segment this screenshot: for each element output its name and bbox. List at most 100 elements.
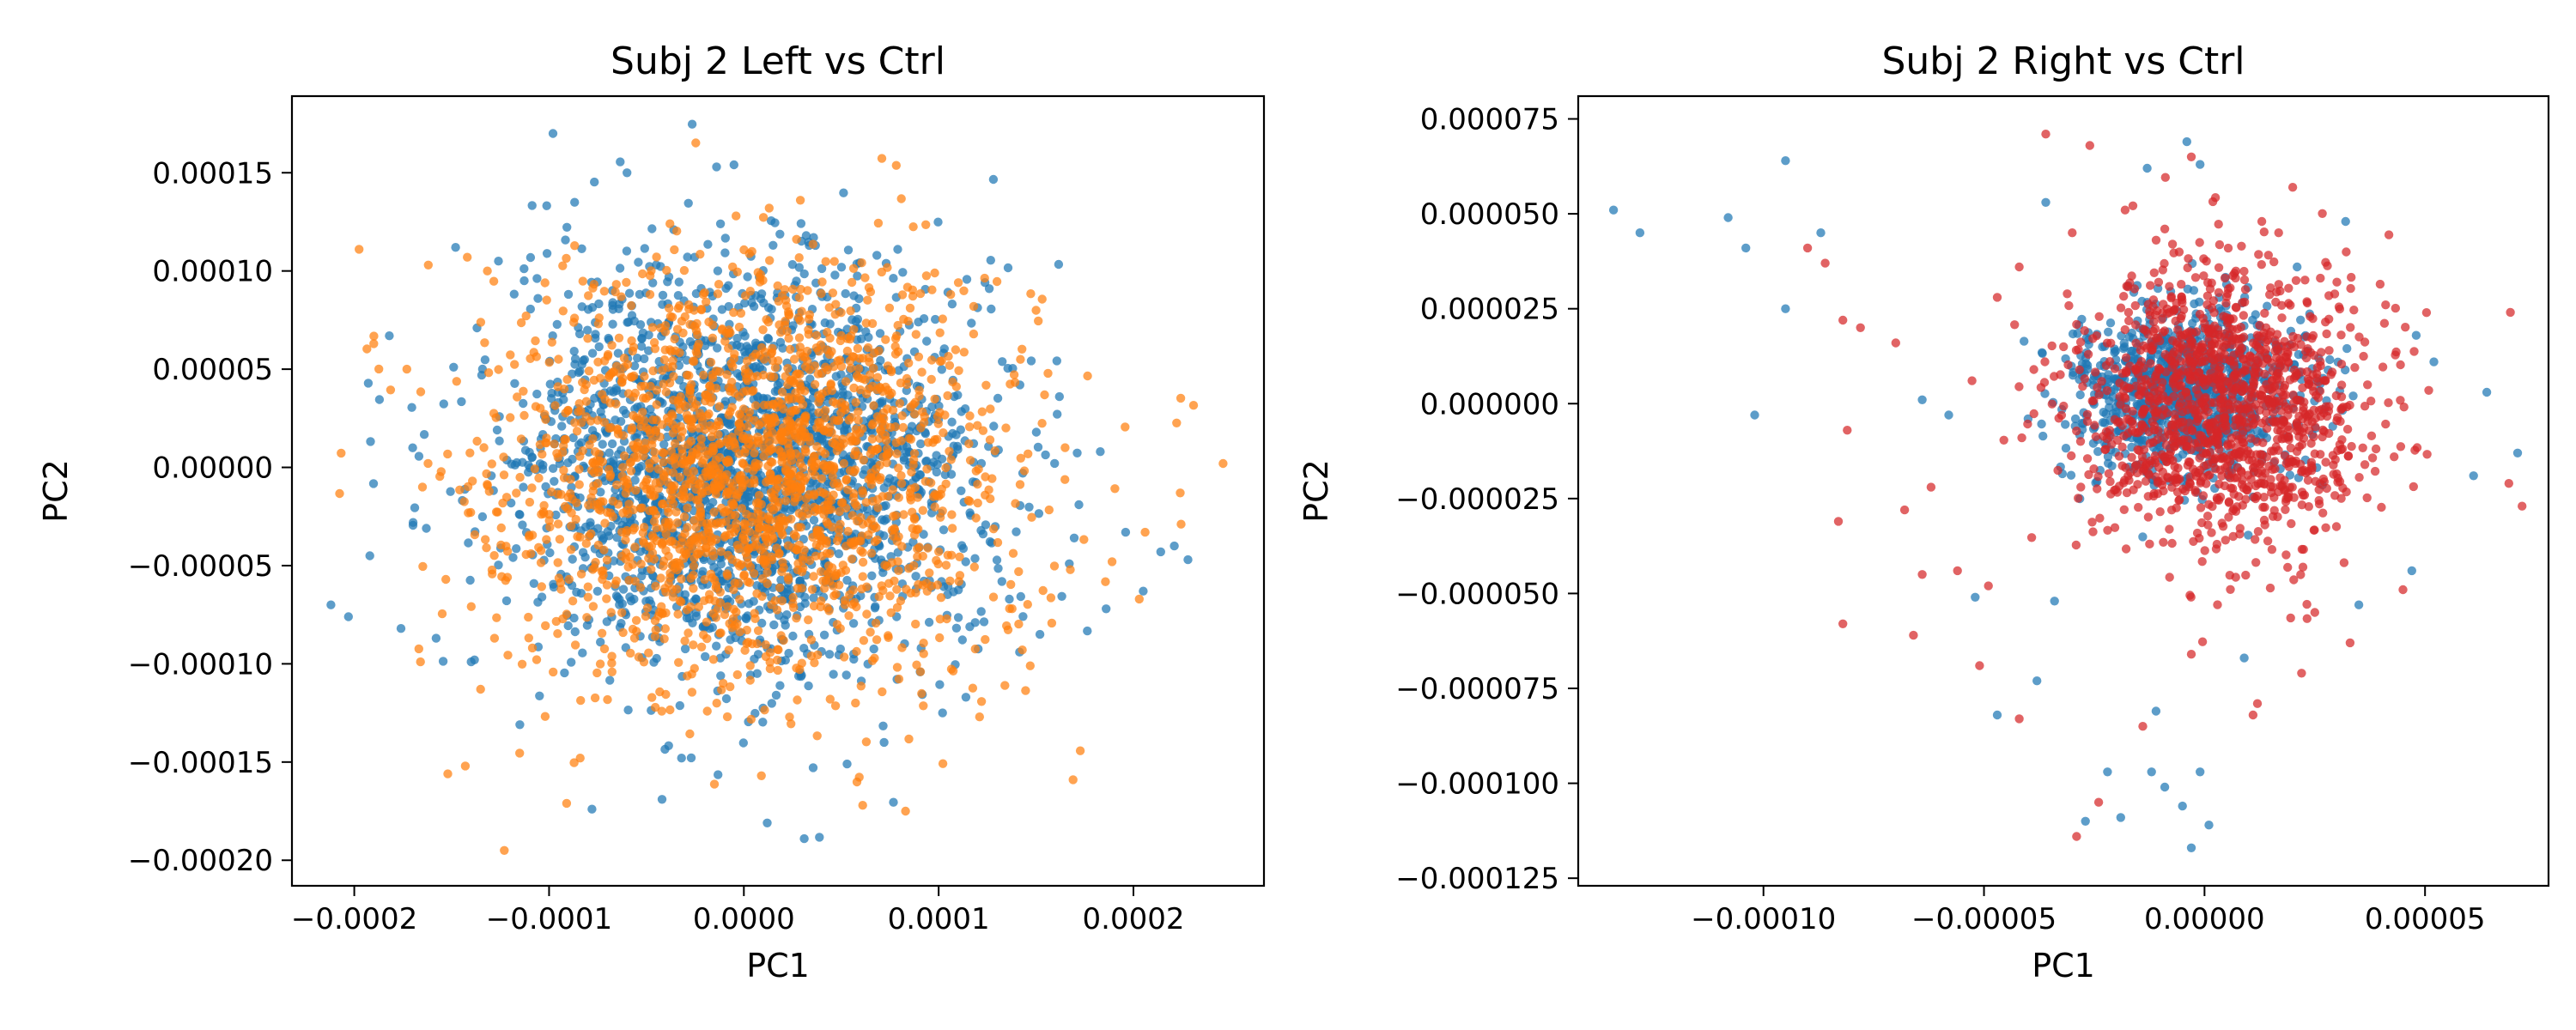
data-point — [509, 289, 519, 299]
data-point — [796, 284, 805, 294]
data-point — [1034, 316, 1043, 326]
data-point — [1031, 427, 1042, 437]
data-point — [570, 627, 580, 637]
data-point — [947, 300, 957, 309]
data-point — [854, 772, 864, 782]
data-point — [897, 411, 907, 421]
data-point — [878, 585, 888, 596]
data-point — [1005, 594, 1014, 604]
data-point — [725, 478, 735, 488]
data-point — [563, 289, 574, 300]
data-point — [896, 471, 906, 481]
data-point — [638, 528, 647, 537]
data-point — [408, 518, 418, 527]
data-point — [659, 561, 668, 571]
data-point — [788, 631, 798, 641]
data-point — [941, 463, 951, 473]
data-point — [441, 574, 451, 585]
data-point — [451, 243, 460, 252]
data-point — [2061, 420, 2070, 429]
data-point — [492, 425, 502, 435]
data-point — [909, 514, 920, 524]
data-point — [729, 160, 738, 170]
data-point — [941, 560, 951, 570]
data-point — [668, 491, 677, 500]
data-point — [964, 422, 975, 432]
data-point — [570, 360, 580, 369]
data-point — [889, 512, 898, 521]
data-point — [629, 440, 638, 450]
data-point — [878, 414, 889, 423]
data-point — [756, 771, 766, 780]
data-point — [1024, 502, 1034, 512]
data-point — [754, 490, 764, 500]
data-point — [770, 218, 780, 227]
y-tick-label: −0.00015 — [128, 746, 273, 780]
data-point — [783, 364, 793, 373]
data-point — [705, 381, 715, 391]
data-point — [650, 632, 660, 641]
data-point — [510, 379, 519, 388]
data-point — [808, 763, 818, 772]
data-point — [841, 566, 851, 575]
data-point — [971, 466, 981, 476]
data-point — [556, 578, 566, 588]
data-point — [723, 602, 732, 611]
data-point — [545, 379, 555, 389]
data-point — [906, 495, 916, 505]
data-point — [639, 445, 649, 454]
data-point — [714, 770, 723, 779]
data-point — [598, 570, 608, 580]
data-point — [809, 502, 819, 512]
data-point — [846, 363, 856, 373]
data-point — [726, 682, 735, 692]
data-point — [628, 346, 637, 356]
data-point — [957, 486, 966, 495]
data-point — [847, 554, 857, 564]
data-point — [2104, 327, 2113, 336]
data-point — [836, 409, 846, 418]
data-point — [634, 652, 643, 662]
data-point — [696, 545, 706, 555]
data-point — [613, 348, 623, 358]
data-point — [607, 651, 617, 661]
data-point — [617, 292, 626, 301]
data-point — [499, 470, 509, 480]
data-point — [804, 615, 813, 625]
data-point — [674, 558, 683, 568]
data-point — [740, 535, 750, 545]
data-point — [569, 758, 579, 767]
data-point — [578, 548, 588, 557]
data-point — [1074, 500, 1084, 510]
data-point — [793, 393, 803, 403]
data-point — [911, 572, 920, 581]
data-point — [1096, 447, 1105, 457]
data-point — [829, 257, 839, 266]
data-point — [722, 712, 732, 722]
data-point — [855, 385, 866, 395]
data-point — [967, 318, 976, 328]
data-point — [957, 635, 968, 645]
data-point — [817, 596, 826, 606]
data-point — [494, 365, 503, 374]
data-point — [836, 361, 847, 372]
data-point — [699, 370, 708, 380]
data-point — [723, 550, 732, 560]
data-point — [875, 329, 885, 338]
data-point — [807, 585, 817, 594]
data-point — [733, 427, 744, 436]
data-point — [864, 475, 873, 484]
data-point — [728, 262, 738, 272]
data-point — [636, 381, 646, 391]
data-point — [773, 665, 782, 676]
data-point — [729, 585, 738, 595]
data-point — [765, 663, 775, 674]
data-point — [2068, 371, 2078, 380]
data-point — [846, 432, 855, 442]
data-point — [629, 594, 639, 604]
data-point — [649, 506, 659, 516]
data-point — [773, 655, 782, 665]
data-point — [587, 426, 598, 435]
data-point — [823, 569, 833, 579]
data-point — [531, 336, 540, 346]
